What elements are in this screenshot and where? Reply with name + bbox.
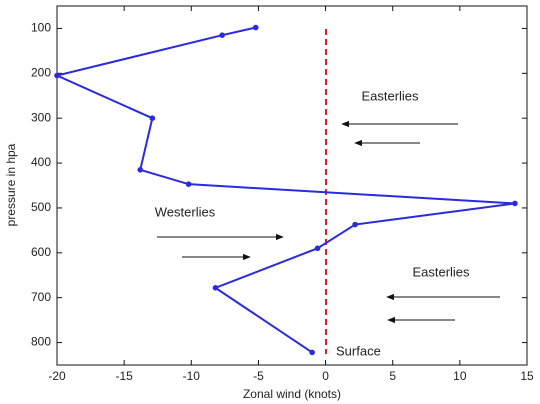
x-tick-label: 5 (389, 369, 396, 383)
plot-frame (56, 5, 528, 366)
annotation: Easterlies (412, 264, 470, 279)
plot-area (57, 6, 527, 365)
point (212, 285, 219, 291)
x-tick-label: 0 (322, 369, 329, 383)
point (149, 115, 156, 121)
annotation: Easterlies (361, 88, 419, 103)
point (314, 245, 321, 252)
x-tick-label: 10 (453, 369, 467, 383)
y-tick-label: 600 (31, 245, 51, 259)
y-tick-label: 200 (31, 65, 51, 79)
point (137, 166, 144, 173)
y-axis-label: pressure in hpa (4, 143, 18, 226)
point (185, 181, 192, 187)
y-tick-label: 500 (31, 200, 51, 214)
x-tick-label: -5 (253, 369, 264, 383)
point (54, 72, 60, 79)
x-tick-label: -20 (48, 369, 66, 383)
annotation: Westerlies (155, 204, 216, 219)
x-axis-label: Zonal wind (knots) (243, 387, 341, 401)
point (219, 32, 225, 38)
point (352, 221, 358, 228)
point (512, 200, 518, 207)
y-tick-label: 800 (31, 335, 51, 349)
point (252, 24, 259, 31)
annotation: Surface (336, 343, 381, 358)
y-tick-label: 100 (31, 21, 51, 35)
x-tick-label: -15 (115, 369, 133, 383)
point (309, 349, 315, 356)
y-tick-label: 400 (31, 155, 51, 169)
arrows (157, 120, 500, 324)
y-tick-label: 700 (31, 290, 51, 304)
y-tick-label: 300 (31, 110, 51, 124)
x-tick-label: -10 (183, 369, 201, 383)
x-tick-label: 15 (520, 369, 534, 383)
